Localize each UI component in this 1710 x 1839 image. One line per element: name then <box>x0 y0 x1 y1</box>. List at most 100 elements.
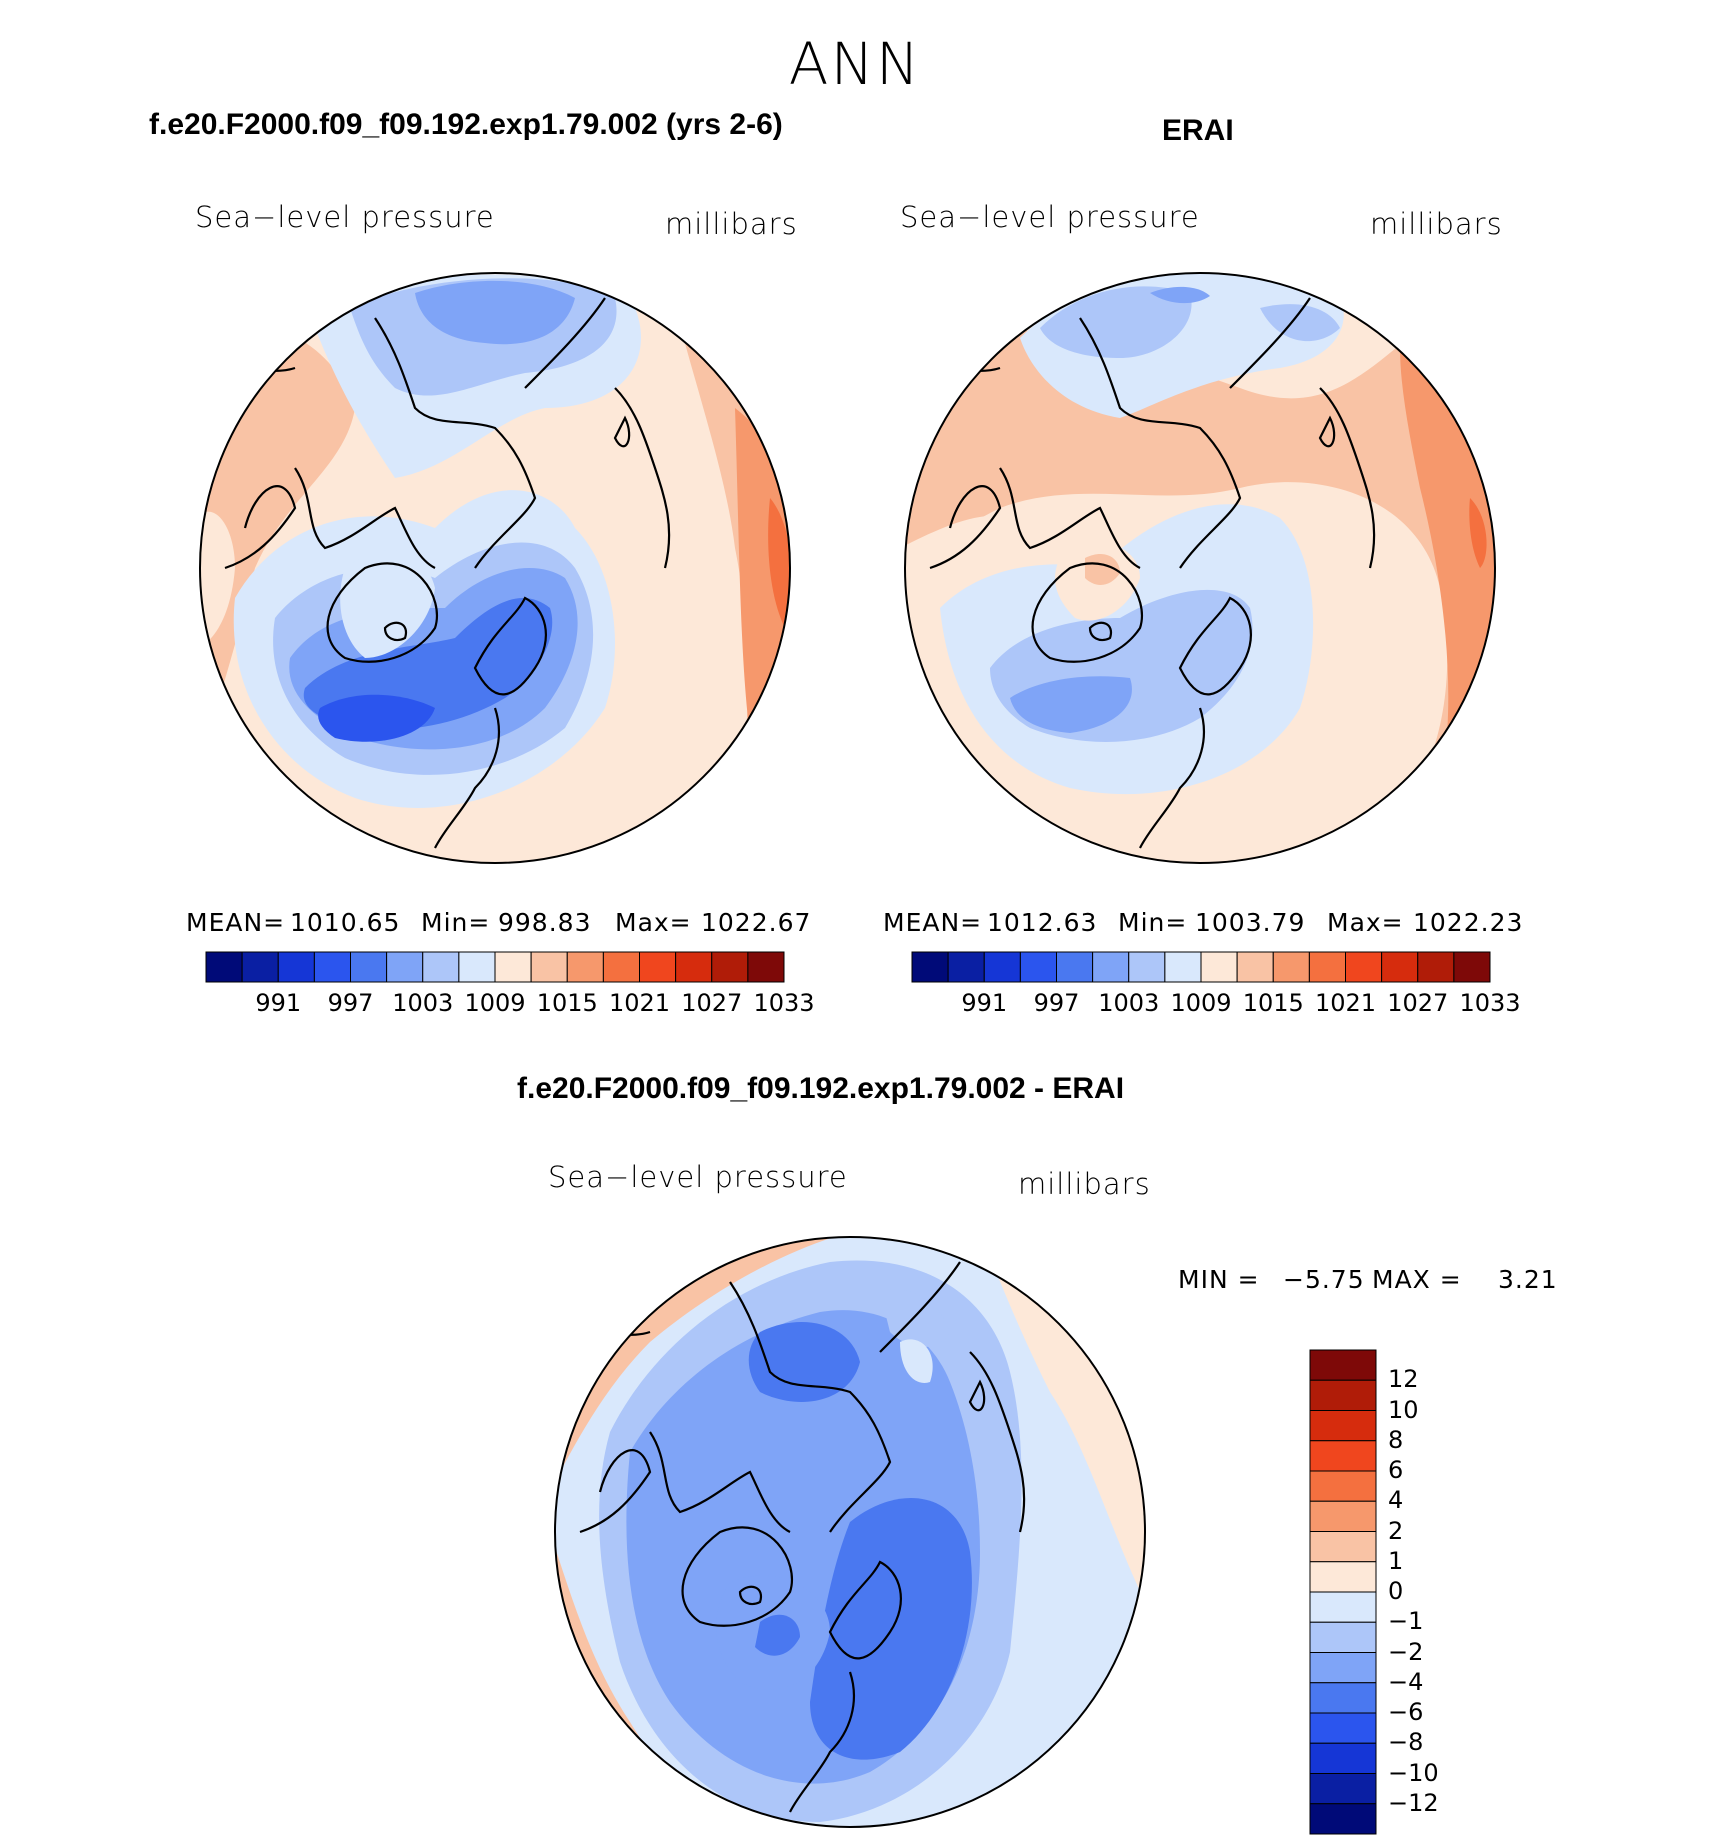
obs-colorbar-box <box>983 951 1021 983</box>
model-colorbar-box <box>350 951 388 983</box>
obs-colorbar-box <box>1236 951 1274 983</box>
obs-colorbar-box <box>947 951 985 983</box>
model-colorbar-box <box>422 951 460 983</box>
season-title: ANN <box>788 30 922 98</box>
model-max-label: Max= <box>615 908 692 937</box>
model-colorbar-box <box>277 951 315 983</box>
obs-colorbar-tick-label: 1015 <box>1242 989 1304 1017</box>
obs-colorbar-tick-label: 997 <box>1033 989 1080 1017</box>
model-panel-title: f.e20.F2000.f09_f09.192.exp1.79.002 (yrs… <box>149 108 783 141</box>
obs-colorbar-box <box>1056 951 1094 983</box>
obs-min-label: Min= <box>1118 908 1188 937</box>
diff-colorbar-tick-label: 2 <box>1388 1516 1404 1545</box>
diff-min-value: −5.75 <box>1283 1265 1365 1294</box>
diff-colorbar-tick-label: 10 <box>1388 1395 1419 1424</box>
obs-colorbar-tick-label: 1009 <box>1170 989 1232 1017</box>
diff-colorbar-box <box>1309 1803 1377 1835</box>
obs-colorbar-box <box>911 951 949 983</box>
diff-colorbar-box <box>1309 1440 1377 1472</box>
diff-colorbar-box <box>1309 1712 1377 1744</box>
diff-colorbar-tick-label: −8 <box>1388 1728 1424 1757</box>
diff-colorbar-tick-label: −10 <box>1388 1758 1439 1787</box>
obs-panel-title: ERAI <box>1162 114 1234 147</box>
diff-colorbar-box <box>1309 1621 1377 1653</box>
obs-colorbar-box <box>1453 951 1491 983</box>
model-colorbar-tick-label: 1009 <box>464 989 526 1017</box>
obs-colorbar-box <box>1092 951 1130 983</box>
obs-variable-label: Sea−level pressure <box>900 200 1200 234</box>
obs-colorbar-box <box>1019 951 1057 983</box>
diff-colorbar-tick-label: 12 <box>1388 1365 1419 1394</box>
model-colorbar-box <box>675 951 713 983</box>
model-min-label: Min= <box>421 908 491 937</box>
obs-colorbar-box <box>1381 951 1419 983</box>
diff-colorbar-box <box>1309 1742 1377 1774</box>
diff-colorbar-box <box>1309 1773 1377 1805</box>
model-colorbar-tick-label: 1021 <box>608 989 671 1017</box>
diff-colorbar <box>1309 1349 1377 1835</box>
diff-colorbar-tick-label: 6 <box>1388 1456 1404 1484</box>
diff-colorbar-tick-label: 0 <box>1388 1577 1404 1605</box>
model-colorbar-box <box>639 951 677 983</box>
diff-min-label: MIN = <box>1178 1265 1260 1294</box>
model-colorbar-box <box>711 951 749 983</box>
obs-colorbar-box <box>1128 951 1166 983</box>
obs-max-value: 1022.23 <box>1413 908 1524 937</box>
obs-colorbar-box <box>1200 951 1238 983</box>
diff-max-label: MAX = <box>1372 1265 1462 1294</box>
model-mean-label: MEAN= <box>186 908 286 937</box>
diff-colorbar-tick-label: −4 <box>1388 1667 1424 1696</box>
diff-colorbar-box <box>1309 1531 1377 1563</box>
obs-colorbar-box <box>1164 951 1202 983</box>
model-polar-map <box>199 272 791 864</box>
diff-colorbar-box <box>1309 1470 1377 1502</box>
diff-colorbar-tick-label: 1 <box>1388 1546 1404 1575</box>
diff-panel-title: f.e20.F2000.f09_f09.192.exp1.79.002 - ER… <box>517 1072 1125 1105</box>
diff-max-value: 3.21 <box>1498 1265 1558 1294</box>
model-colorbar-tick-label: 991 <box>255 989 302 1017</box>
model-colorbar-box <box>494 951 532 983</box>
obs-units-label: millibars <box>1370 207 1503 241</box>
obs-colorbar-box <box>1345 951 1383 983</box>
obs-colorbar-box <box>1272 951 1310 983</box>
obs-colorbar-box <box>1417 951 1455 983</box>
model-colorbar-tick-label: 997 <box>327 989 374 1017</box>
obs-min-value: 1003.79 <box>1195 908 1306 937</box>
diff-colorbar-tick-label: −2 <box>1388 1637 1424 1666</box>
diff-colorbar-box <box>1309 1500 1377 1532</box>
diff-colorbar-tick-label: 4 <box>1388 1486 1404 1515</box>
diff-colorbar-box <box>1309 1349 1377 1381</box>
model-colorbar-box <box>241 951 279 983</box>
obs-colorbar-tick-label: 1003 <box>1098 989 1160 1017</box>
diff-variable-label: Sea−level pressure <box>548 1160 848 1194</box>
obs-max-label: Max= <box>1327 908 1404 937</box>
model-colorbar-box <box>205 951 243 983</box>
model-colorbar-box <box>602 951 640 983</box>
diff-units-label: millibars <box>1018 1167 1151 1201</box>
obs-mean-value: 1012.63 <box>987 908 1098 937</box>
diff-colorbar-box <box>1309 1379 1377 1411</box>
diff-colorbar-tick-label: 8 <box>1388 1425 1404 1454</box>
model-units-label: millibars <box>665 207 798 241</box>
model-colorbar <box>205 951 785 983</box>
model-colorbar-tick-label: 1015 <box>536 989 598 1017</box>
model-colorbar-tick-label: 1033 <box>753 989 815 1017</box>
obs-colorbar-tick-label: 1027 <box>1387 989 1449 1017</box>
diff-polar-map <box>554 1236 1146 1828</box>
diff-colorbar-box <box>1309 1652 1377 1684</box>
obs-colorbar <box>911 951 1491 983</box>
model-min-value: 998.83 <box>498 908 592 937</box>
model-colorbar-box <box>386 951 424 983</box>
model-colorbar-box <box>747 951 785 983</box>
diff-colorbar-tick-label: −1 <box>1388 1607 1424 1636</box>
model-colorbar-box <box>313 951 351 983</box>
diff-colorbar-box <box>1309 1410 1377 1442</box>
obs-colorbar-box <box>1308 951 1346 983</box>
diff-colorbar-box <box>1309 1561 1377 1593</box>
obs-mean-label: MEAN= <box>883 908 983 937</box>
model-colorbar-box <box>458 951 496 983</box>
diff-colorbar-tick-label: −6 <box>1388 1698 1424 1726</box>
model-colorbar-tick-label: 1027 <box>681 989 743 1017</box>
diff-colorbar-tick-label: −12 <box>1388 1788 1439 1817</box>
model-mean-value: 1010.65 <box>290 908 401 937</box>
